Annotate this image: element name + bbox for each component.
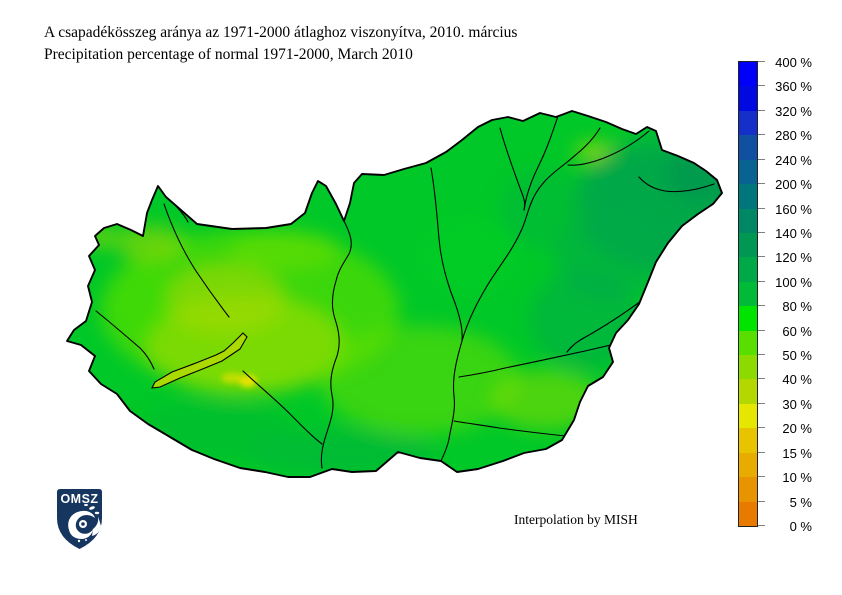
legend-tick — [758, 158, 765, 160]
legend-color-segment — [739, 477, 757, 502]
legend-label: 160 % — [775, 201, 812, 217]
legend-tick — [758, 61, 765, 62]
legend-color-segment — [739, 184, 757, 209]
dry-yellow-spots — [221, 373, 257, 387]
legend-color-segment — [739, 330, 757, 356]
legend-label: 140 % — [775, 225, 812, 241]
legend-color-segment — [739, 86, 757, 111]
legend-tick — [758, 476, 765, 478]
legend-label: 0 % — [789, 519, 812, 534]
country-border — [66, 110, 723, 478]
river-sio — [242, 370, 323, 445]
legend-label: 280 % — [775, 128, 812, 144]
legend-tick — [758, 451, 765, 453]
legend-color-segment — [739, 135, 757, 160]
legend-color-segment — [739, 159, 757, 185]
lake-balaton — [151, 332, 248, 389]
legend-label: 30 % — [782, 396, 812, 412]
legend-tick — [758, 85, 765, 87]
legend-tick — [758, 402, 765, 404]
legend-label: 80 % — [782, 299, 812, 315]
precipitation-field — [67, 111, 722, 477]
river-hernad — [523, 112, 560, 211]
legend-labels: 400 % 360 % 320 % 280 % 240 % 200 % 160 % 140 %… — [766, 55, 812, 534]
legend-color-segment — [739, 379, 757, 404]
legend-tick — [758, 256, 765, 258]
legend-ticks — [758, 61, 766, 526]
river-zala — [95, 310, 155, 370]
page-title-hungarian: A csapadékösszeg aránya az 1971-2000 átl… — [44, 24, 518, 41]
legend-label: 360 % — [775, 79, 812, 95]
legend-color-segment — [739, 355, 757, 380]
legend-tick — [758, 183, 765, 185]
legend-label: 320 % — [775, 103, 812, 119]
legend-color-segment — [739, 403, 757, 429]
legend-label: 400 % — [775, 55, 812, 70]
legend-tick — [758, 134, 765, 136]
legend-tick — [758, 305, 765, 307]
river-zagyva — [430, 167, 463, 341]
rivers — [95, 112, 715, 469]
legend-color-segment — [739, 257, 757, 282]
legend-tick — [758, 207, 765, 209]
legend-label: 240 % — [775, 152, 812, 168]
legend-colorbar — [738, 61, 758, 527]
legend-label: 120 % — [775, 250, 812, 266]
legend-tick — [758, 427, 765, 429]
legend-label: 200 % — [775, 177, 812, 193]
river-bodrog — [567, 130, 650, 166]
legend-color-segment — [739, 110, 757, 136]
wave-icon — [68, 504, 101, 543]
legend-tick — [758, 280, 765, 282]
legend-label: 100 % — [775, 274, 812, 290]
legend-color-segment — [739, 208, 757, 233]
omsz-logo-text: OMSZ — [60, 492, 98, 506]
legend-tick — [758, 354, 765, 356]
river-szamos — [638, 176, 715, 193]
legend-tick — [758, 109, 765, 111]
interpolation-credit: Interpolation by MISH — [514, 512, 638, 527]
legend-color-segment — [739, 452, 757, 478]
page-title-english: Precipitation percentage of normal 1971-… — [44, 46, 413, 63]
omsz-logo: OMSZ — [57, 489, 102, 549]
legend-tick — [758, 378, 765, 380]
legend-color-segment — [739, 62, 757, 87]
legend-color-segment — [739, 428, 757, 453]
legend-label: 60 % — [782, 323, 812, 339]
river-koros-branch — [566, 300, 642, 353]
legend-color-segment — [739, 281, 757, 307]
river-tisza — [440, 127, 601, 462]
legend-label: 15 % — [782, 445, 812, 461]
legend-label: 10 % — [782, 470, 812, 486]
legend-label: 40 % — [782, 372, 812, 388]
legend-color-segment — [739, 306, 757, 331]
legend-color-segment — [739, 232, 757, 258]
legend-tick — [758, 525, 765, 526]
legend-label: 50 % — [782, 348, 812, 364]
legend-tick — [758, 500, 765, 502]
title-block: A csapadékösszeg aránya az 1971-2000 átl… — [44, 22, 517, 66]
legend-label: 5 % — [789, 494, 812, 510]
legend-label: 20 % — [782, 421, 812, 437]
river-danube — [320, 220, 352, 469]
legend-color-segment — [739, 501, 757, 527]
river-sajo — [499, 127, 526, 211]
legend-tick — [758, 231, 765, 233]
legend-tick — [758, 329, 765, 331]
legend: 400 % 360 % 320 % 280 % 240 % 200 % 160 % 140 %… — [738, 55, 842, 534]
river-raba — [163, 203, 230, 318]
